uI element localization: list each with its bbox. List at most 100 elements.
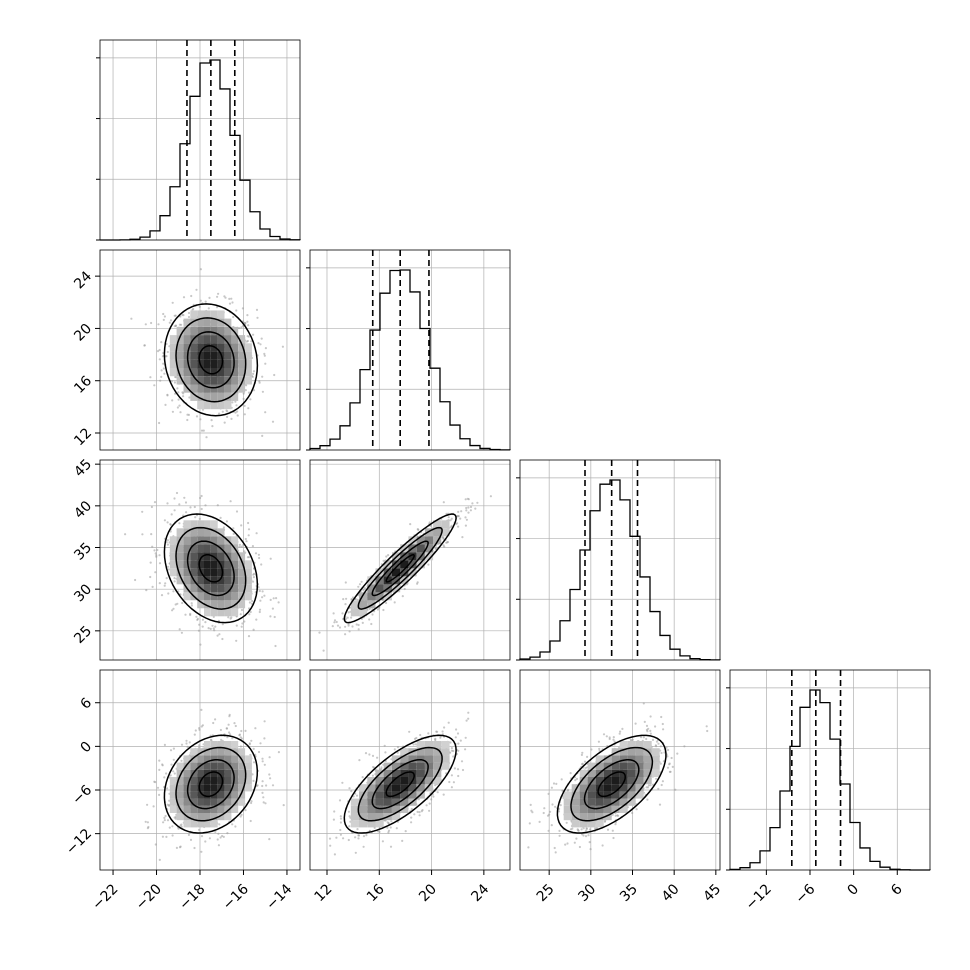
density-bin bbox=[176, 343, 184, 352]
density-bin bbox=[197, 401, 204, 410]
scatter-point bbox=[194, 729, 197, 732]
density-bin bbox=[217, 384, 225, 393]
scatter-point bbox=[269, 557, 272, 560]
density-bin bbox=[204, 520, 211, 529]
scatter-point bbox=[212, 615, 215, 618]
density-bin bbox=[231, 608, 239, 617]
scatter-point bbox=[442, 793, 445, 796]
scatter-point bbox=[354, 836, 357, 839]
density-bin bbox=[238, 552, 246, 561]
scatter-point bbox=[158, 348, 161, 352]
scatter-point bbox=[172, 747, 175, 750]
scatter-point bbox=[448, 780, 451, 784]
density-bin bbox=[217, 401, 225, 410]
scatter-point bbox=[243, 404, 246, 407]
scatter-point bbox=[476, 501, 479, 504]
scatter-point bbox=[457, 525, 460, 528]
scatter-point bbox=[152, 805, 155, 808]
scatter-point bbox=[217, 844, 220, 847]
density-bin bbox=[210, 584, 218, 593]
density-bin bbox=[238, 568, 246, 577]
density-bin bbox=[217, 592, 225, 601]
density-bin bbox=[190, 528, 198, 537]
density-bin bbox=[197, 592, 204, 601]
scatter-point bbox=[166, 350, 169, 354]
scatter-point bbox=[467, 717, 470, 720]
density-bin bbox=[416, 544, 425, 553]
density-bin bbox=[204, 310, 211, 319]
scatter-point bbox=[167, 568, 170, 571]
scatter-point bbox=[198, 728, 201, 731]
scatter-point bbox=[185, 511, 188, 514]
scatter-point bbox=[257, 553, 260, 556]
scatter-point bbox=[134, 578, 137, 582]
scatter-point bbox=[247, 528, 251, 531]
density-bin bbox=[231, 536, 239, 545]
scatter-point bbox=[452, 781, 455, 784]
scatter-point bbox=[351, 625, 354, 628]
scatter-point bbox=[158, 759, 161, 762]
density-bin bbox=[245, 784, 252, 792]
scatter-point bbox=[254, 727, 257, 730]
scatter-point bbox=[165, 835, 168, 838]
contour-line bbox=[175, 317, 247, 403]
density-bin bbox=[367, 592, 376, 601]
density-bin bbox=[197, 755, 204, 763]
density-bin bbox=[210, 401, 218, 410]
scatter-point bbox=[347, 838, 350, 842]
scatter-point bbox=[461, 768, 465, 772]
scatter-point bbox=[430, 798, 433, 801]
scatter-point bbox=[173, 325, 176, 328]
density-bin bbox=[176, 813, 184, 821]
density-bin bbox=[210, 351, 218, 360]
density-bin bbox=[197, 318, 204, 327]
scatter-point bbox=[348, 630, 351, 633]
scatter-point bbox=[356, 828, 359, 831]
contour-line bbox=[186, 331, 235, 389]
density-bin bbox=[183, 376, 191, 385]
scatter-point bbox=[357, 834, 360, 837]
density-bin bbox=[204, 335, 211, 344]
scatter-point bbox=[331, 625, 334, 628]
scatter-point bbox=[153, 780, 156, 783]
scatter-point bbox=[169, 530, 172, 533]
scatter-point bbox=[432, 795, 435, 798]
scatter-point bbox=[190, 294, 193, 298]
scatter-point bbox=[213, 629, 216, 632]
scatter-point bbox=[465, 719, 468, 722]
density-bin bbox=[176, 326, 184, 336]
scatter-point bbox=[450, 517, 453, 520]
scatter-point bbox=[162, 367, 165, 370]
scatter-point bbox=[175, 846, 178, 849]
density-bin bbox=[217, 762, 225, 770]
scatter-point bbox=[419, 733, 422, 737]
scatter-point bbox=[252, 779, 255, 782]
scatter-point bbox=[455, 728, 458, 731]
contour-line bbox=[163, 303, 259, 417]
scatter-point bbox=[146, 803, 149, 806]
density-bin bbox=[183, 359, 191, 368]
scatter-point bbox=[176, 602, 179, 605]
scatter-point bbox=[362, 589, 365, 592]
scatter-point bbox=[338, 799, 342, 802]
density-bin bbox=[217, 318, 225, 327]
scatter-point bbox=[163, 315, 166, 318]
scatter-point bbox=[436, 791, 439, 794]
scatter-point bbox=[273, 615, 276, 619]
scatter-point bbox=[264, 362, 267, 365]
scatter-point bbox=[230, 297, 233, 300]
density-bin bbox=[183, 544, 191, 553]
scatter-point bbox=[216, 504, 219, 507]
density-bin bbox=[190, 318, 198, 327]
density-bin bbox=[176, 528, 184, 537]
density-bin bbox=[204, 798, 211, 806]
scatter-point bbox=[238, 327, 241, 330]
scatter-point bbox=[240, 625, 243, 628]
density-bin bbox=[204, 791, 211, 799]
scatter-point bbox=[175, 491, 179, 495]
scatter-point bbox=[240, 545, 243, 548]
density-bin bbox=[210, 608, 218, 617]
density-bin bbox=[217, 343, 225, 352]
scatter-point bbox=[231, 823, 234, 826]
scatter-point bbox=[187, 413, 190, 416]
